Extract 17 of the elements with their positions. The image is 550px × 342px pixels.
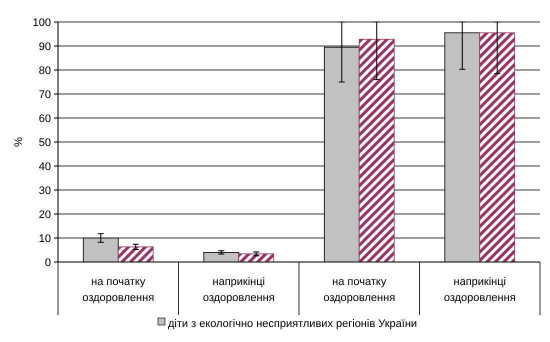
y-tick-label: 50 <box>38 136 51 149</box>
legend-label: діти з екологічно несприятливих регіонів України <box>168 318 418 330</box>
y-tick-label: 90 <box>38 40 51 53</box>
y-tick-label: 60 <box>38 112 51 125</box>
y-tick-label: 80 <box>38 64 51 77</box>
y-axis-title: % <box>13 136 25 147</box>
x-tick-label: наприкінці оздоровлення <box>444 276 516 304</box>
y-tick-label: 20 <box>38 208 51 221</box>
x-tick-label: наприкінці оздоровлення <box>202 276 275 304</box>
y-tick-label: 70 <box>38 88 51 101</box>
x-tick-label: на початку оздоровлення <box>323 276 396 304</box>
x-tick-label: на початку оздоровлення <box>82 276 154 304</box>
y-tick-label: 0 <box>44 256 51 269</box>
y-tick-label: 30 <box>38 184 51 197</box>
y-tick-label: 100 <box>32 16 51 29</box>
y-tick-label: 10 <box>38 232 51 245</box>
y-tick-label: 40 <box>38 160 51 173</box>
